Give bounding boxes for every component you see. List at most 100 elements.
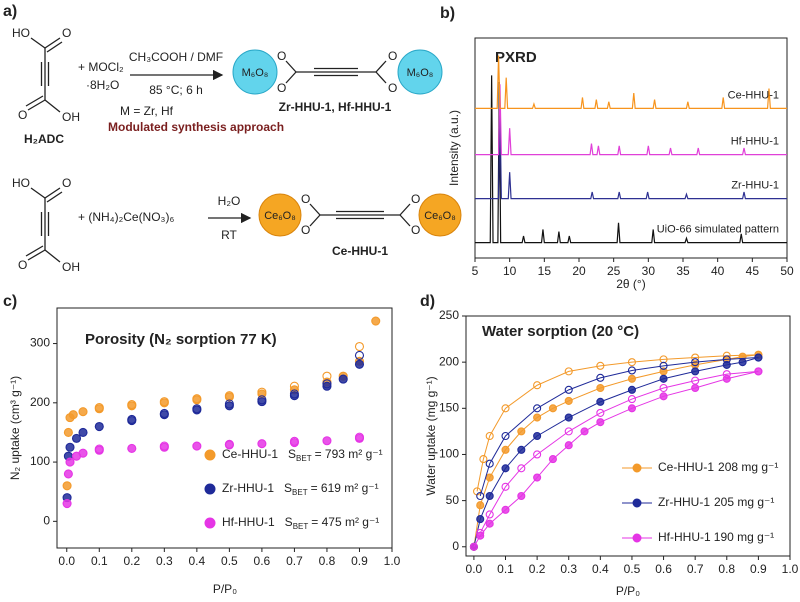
adsorption-point	[63, 427, 73, 437]
scheme: a) HO O O OH H₂ADC + MOCl₂ ·8H₂O CH₃COOH…	[3, 3, 462, 274]
desorption-point	[564, 427, 573, 436]
desorption-point	[533, 450, 542, 459]
adsorption-point	[548, 404, 557, 413]
adsorption-point	[224, 401, 234, 411]
x-axis-label: P/P₀	[616, 584, 640, 598]
desorption-point	[257, 395, 267, 405]
adsorption-point	[722, 360, 731, 369]
product-name: Ce-HHU-1	[332, 244, 388, 258]
cluster-label: M₆O₈	[407, 67, 434, 79]
x-tick-label: 0.1	[91, 554, 108, 568]
adsorption-point	[596, 397, 605, 406]
x-tick-label: 20	[572, 264, 586, 278]
legend-marker	[632, 533, 642, 543]
x-tick-label: 0.5	[221, 554, 238, 568]
desorption-point	[159, 397, 169, 407]
x-tick-label: 0.5	[624, 562, 641, 576]
legend-subscript: BET	[296, 454, 312, 463]
bond	[399, 203, 411, 216]
atom-label: O	[277, 49, 286, 63]
legend-subscript: BET	[292, 488, 308, 497]
adsorption-point	[476, 531, 485, 540]
reagent: + MOCl₂	[78, 60, 124, 74]
desorption-point	[354, 350, 365, 360]
desorption-point	[501, 431, 510, 441]
adsorption-point	[476, 515, 485, 524]
legend-name: Hf-HHU-1	[658, 530, 711, 544]
bond	[375, 60, 387, 73]
x-tick-label: 10	[503, 264, 517, 278]
desorption-point	[533, 404, 542, 413]
cluster	[418, 193, 462, 237]
x-tick-label: 0.0	[466, 562, 483, 576]
legend-name: Zr-HHU-1	[222, 481, 274, 495]
y-tick-label: 50	[446, 493, 460, 507]
cluster	[258, 193, 302, 237]
x-tick-label: 0.4	[189, 554, 206, 568]
atom-label: OH	[62, 260, 80, 274]
adsorption-point	[257, 397, 267, 407]
desorption-point	[754, 353, 763, 362]
product-name: Zr-HHU-1, Hf-HHU-1	[279, 100, 392, 114]
x-tick-label: 0.9	[351, 554, 368, 568]
legend-symbol: S	[285, 515, 293, 529]
legend-name: Hf-HHU-1	[222, 515, 275, 529]
adsorption-point	[517, 491, 526, 501]
cluster-label: M₆O₈	[242, 67, 269, 79]
bond	[44, 249, 61, 263]
x-tick-label: 0.9	[750, 562, 767, 576]
legend-value: 208 mg g⁻¹	[718, 460, 778, 474]
product-structure: Ce₆O₈ O O O O Ce₆O₈	[258, 192, 462, 237]
cluster-label: Ce₆O₈	[424, 210, 456, 222]
adsorption-point	[257, 439, 267, 449]
adsorption-point	[485, 491, 494, 501]
desorption-point	[517, 464, 526, 473]
x-tick-label: 0.2	[529, 562, 546, 576]
x-tick-label: 0.6	[655, 562, 672, 576]
desorption-point	[479, 455, 488, 464]
plot-frame	[56, 307, 393, 549]
adsorption-point	[564, 441, 573, 450]
panel-label: d)	[420, 293, 435, 310]
adsorption-point	[533, 431, 542, 441]
adsorption-point	[501, 505, 510, 514]
desorption-point	[476, 528, 485, 537]
conditions: H₂O	[218, 194, 241, 208]
reagent: ·8H₂O	[86, 78, 119, 92]
legend-name: Ce-HHU-1	[658, 460, 714, 474]
desorption-point	[691, 358, 700, 367]
adsorption-point	[338, 374, 348, 384]
adsorption-point	[564, 413, 573, 422]
adsorption-point	[548, 455, 557, 464]
legend-value: = 619 m² g⁻¹	[311, 481, 379, 495]
series-label: Ce-HHU-1	[728, 89, 779, 101]
desorption-point	[159, 408, 169, 419]
bond	[46, 41, 63, 53]
desorption-line	[479, 357, 759, 497]
panel-label: a)	[3, 3, 17, 20]
conditions: CH₃COOH / DMF	[129, 50, 223, 64]
legend-symbol: S	[284, 481, 292, 495]
panel-label: c)	[3, 293, 17, 310]
desorption-point	[289, 436, 299, 446]
x-tick-label: 15	[538, 264, 552, 278]
y-tick-label: 200	[439, 354, 459, 368]
legend-entry: Zr-HHU-1 205 mg g⁻¹	[658, 495, 774, 509]
desorption-point	[564, 385, 573, 394]
desorption-point	[691, 353, 700, 362]
desorption-point	[722, 355, 731, 364]
adsorption-point	[476, 501, 485, 510]
adsorption-point	[469, 542, 478, 551]
acid-structure: HO O O OH	[12, 26, 80, 124]
series-label: Zr-HHU-1	[731, 180, 779, 192]
y-axis-label: Intensity (a.u.)	[447, 110, 461, 186]
atom-label: O	[62, 26, 71, 40]
cluster-label: Ce₆O₈	[264, 210, 296, 222]
bond	[25, 95, 44, 107]
x-tick-label: 0.8	[718, 562, 735, 576]
plot-frame	[474, 37, 788, 259]
bond	[309, 214, 321, 227]
desorption-point	[224, 399, 234, 409]
desorption-point	[722, 370, 731, 379]
adsorption-point	[691, 367, 700, 376]
